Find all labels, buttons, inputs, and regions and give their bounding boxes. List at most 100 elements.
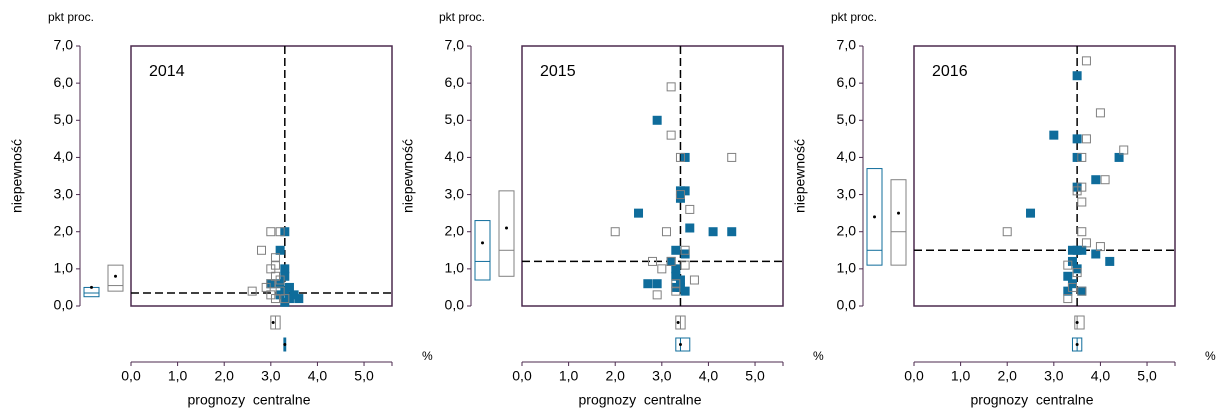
y-tick-label: 7,0 (837, 37, 857, 53)
x-tick-label: 2,0 (997, 368, 1017, 384)
point (652, 290, 662, 300)
y-tick-label: 7,0 (445, 37, 465, 53)
point (1081, 56, 1091, 66)
y-tick-label: 4,0 (54, 148, 74, 164)
point (657, 264, 667, 274)
point (1063, 294, 1073, 304)
point (675, 190, 685, 200)
point (1114, 152, 1124, 162)
x-axis-label: prognozy centralne (188, 392, 311, 408)
y-tick-label: 6,0 (445, 74, 465, 90)
point (661, 227, 671, 237)
point (666, 256, 676, 266)
point (275, 245, 285, 255)
box-mean (90, 285, 93, 289)
point (1077, 245, 1087, 255)
box (107, 264, 124, 292)
point (1105, 256, 1115, 266)
point (1072, 186, 1082, 196)
y-axis-label: niepewność (400, 139, 416, 213)
plot-frame (913, 45, 1176, 307)
x-tick-label: 2,0 (605, 368, 625, 384)
point (1072, 71, 1082, 81)
box-mean (1075, 321, 1079, 324)
x-tick-label: 4,0 (1091, 368, 1111, 384)
point (1077, 286, 1087, 296)
y-tick-label: 1,0 (837, 260, 857, 276)
panel-title: 2014 (149, 63, 185, 80)
box (1074, 315, 1085, 330)
point (1049, 130, 1059, 140)
point (708, 227, 718, 237)
x-axis-label: prognozy centralne (579, 392, 702, 408)
x-unit: % (422, 349, 433, 363)
point (257, 245, 266, 255)
point (270, 253, 280, 263)
point (1077, 227, 1087, 237)
y-tick-label: 1,0 (54, 260, 74, 276)
point (680, 286, 690, 296)
x-tick-label: 0,0 (512, 368, 532, 384)
point (652, 279, 662, 289)
y-unit: pkt proc. (439, 10, 485, 24)
box-mean (678, 343, 682, 346)
point (280, 294, 290, 304)
point (1091, 249, 1101, 259)
point (680, 260, 690, 270)
point (1077, 197, 1087, 207)
point (652, 115, 662, 125)
point (1063, 271, 1073, 281)
box (498, 190, 515, 277)
panel-title: 2016 (932, 63, 968, 80)
box-mean (1075, 343, 1079, 346)
point (1100, 175, 1110, 185)
box-mean (271, 321, 275, 324)
panel: pkt proc. niepewność 0,0 1,0 2,0 3,0 4,0 5,0 6,0… (792, 10, 1216, 408)
point (685, 204, 695, 214)
x-tick-label: 4,0 (699, 368, 719, 384)
point (648, 256, 657, 266)
y-tick-label: 4,0 (837, 148, 857, 164)
y-tick-label: 3,0 (837, 185, 857, 201)
point (280, 264, 290, 274)
point (270, 294, 280, 304)
point (671, 264, 681, 274)
plot-frame (521, 45, 784, 307)
x-unit: % (1205, 349, 1216, 363)
point (275, 275, 285, 285)
y-tick-label: 0,0 (837, 297, 857, 313)
point (680, 152, 690, 162)
panel: pkt proc. niepewność 0,0 1,0 2,0 3,0 4,0 5,0 6,0… (400, 10, 824, 408)
point (275, 227, 285, 237)
point (1026, 208, 1036, 218)
point (666, 82, 676, 92)
y-tick-label: 2,0 (837, 222, 857, 238)
point (261, 282, 271, 292)
point (280, 227, 290, 237)
y-unit: pkt proc. (48, 10, 94, 24)
point (685, 223, 695, 233)
box-mean (676, 321, 680, 324)
x-tick-label: 4,0 (308, 368, 328, 384)
box (474, 220, 491, 281)
point (1067, 245, 1077, 255)
point (1077, 152, 1087, 162)
y-tick-label: 6,0 (837, 74, 857, 90)
point (634, 208, 644, 218)
y-tick-label: 2,0 (445, 222, 465, 238)
point (727, 227, 737, 237)
x-unit: % (813, 349, 824, 363)
y-tick-label: 3,0 (445, 185, 465, 201)
box-mean (114, 274, 117, 278)
point (275, 286, 285, 296)
y-tick-label: 4,0 (445, 148, 465, 164)
point (1095, 108, 1105, 118)
point (1067, 282, 1077, 292)
point (266, 264, 276, 274)
y-tick-label: 5,0 (837, 111, 857, 127)
panel: pkt proc. niepewność 0,0 1,0 2,0 3,0 4,0 5,0 6,0… (9, 10, 433, 408)
box (890, 179, 907, 266)
point (1095, 242, 1105, 252)
y-tick-label: 0,0 (54, 297, 74, 313)
